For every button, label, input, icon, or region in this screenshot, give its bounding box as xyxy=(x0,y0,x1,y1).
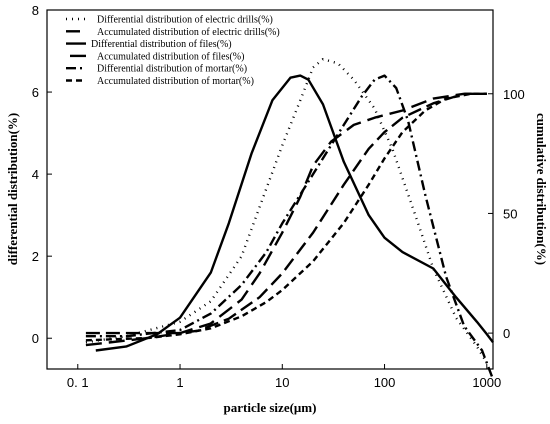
y-tick-label: 0 xyxy=(32,331,39,346)
plot-frame xyxy=(46,9,494,370)
legend-label-0: Differential distribution of electric dr… xyxy=(97,15,273,26)
y2-axis-title: cumulative distribution(%) xyxy=(534,113,549,265)
legend-label-1: Accumulated distribution of electric dri… xyxy=(97,27,280,38)
legend-label-2: Differential distribution of files(%) xyxy=(91,39,232,50)
series-line-3 xyxy=(85,92,487,347)
y-tick-label: 4 xyxy=(32,167,39,182)
y2-tick-label: 50 xyxy=(503,206,517,221)
x-tick-label: 0. 1 xyxy=(67,375,89,390)
y-tick-label: 2 xyxy=(32,249,39,264)
series-line-2 xyxy=(95,74,494,352)
x-tick-label: 1000 xyxy=(472,375,501,390)
series-line-5 xyxy=(85,92,487,342)
x-tick-label: 1 xyxy=(176,375,183,390)
series-lines xyxy=(85,58,495,380)
y-tick-label: 6 xyxy=(32,85,39,100)
x-axis-title: particle size(μm) xyxy=(224,400,317,415)
series-line-0 xyxy=(85,58,488,364)
series-line-4 xyxy=(85,74,495,380)
y2-tick-label: 100 xyxy=(503,87,525,102)
legend-label-3: Accumulated distribution of files(%) xyxy=(97,51,244,62)
x-tick-label: 100 xyxy=(374,375,396,390)
y2-tick-label: 0 xyxy=(503,326,510,341)
axis-ticks: 0. 1 1 10 100 1000 0 2 4 6 8 0 50 100 xyxy=(32,3,525,390)
y-axis-title: differential distribution(%) xyxy=(5,113,20,266)
series-line-1 xyxy=(85,92,487,335)
legend: Differential distribution of electric dr… xyxy=(66,15,280,87)
legend-label-5: Accumulated distribution of mortar(%) xyxy=(97,76,254,87)
legend-label-4: Differential distribution of mortar(%) xyxy=(97,64,247,75)
x-tick-label: 10 xyxy=(275,375,289,390)
y-tick-label: 8 xyxy=(32,3,39,18)
